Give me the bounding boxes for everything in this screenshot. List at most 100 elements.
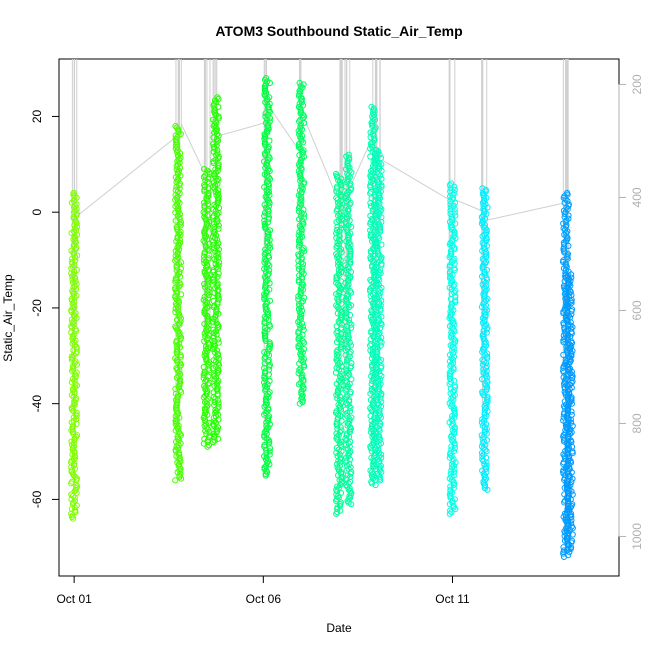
data-point <box>452 212 459 219</box>
data-point <box>206 419 213 426</box>
data-point <box>342 435 349 442</box>
data-point <box>261 256 268 263</box>
data-point <box>565 518 572 525</box>
data-point <box>176 321 183 328</box>
data-point <box>484 295 491 302</box>
data-point <box>377 342 384 349</box>
data-point <box>211 373 218 380</box>
data-point <box>173 195 180 202</box>
data-point <box>345 420 352 428</box>
data-point <box>176 239 184 247</box>
data-point <box>201 231 208 238</box>
data-point <box>337 334 344 341</box>
data-point <box>173 256 180 263</box>
data-point <box>214 352 221 359</box>
data-point <box>568 397 575 404</box>
data-point <box>345 496 352 503</box>
data-point <box>566 549 573 556</box>
data-point <box>262 337 269 344</box>
data-point <box>564 317 571 324</box>
data-point <box>344 497 351 505</box>
data-point <box>70 515 77 522</box>
data-point <box>295 318 302 325</box>
x-tick-label: Oct 11 <box>435 592 470 606</box>
data-point <box>177 353 184 360</box>
data-point <box>450 504 457 511</box>
data-point <box>481 344 488 351</box>
y-axis-label: Static_Air_Temp <box>1 274 15 362</box>
data-point <box>450 469 457 476</box>
data-point <box>348 324 355 331</box>
data-point <box>334 174 341 181</box>
data-point <box>263 179 271 186</box>
data-point <box>73 361 81 368</box>
x-axis-label: Date <box>326 621 352 635</box>
data-point <box>480 366 487 373</box>
data-point <box>174 459 181 466</box>
data-point <box>343 299 350 306</box>
data-point <box>299 246 306 253</box>
data-point <box>71 339 78 346</box>
data-point <box>263 195 270 202</box>
data-point <box>480 291 487 298</box>
data-point <box>481 411 488 418</box>
data-point <box>262 275 269 282</box>
data-point <box>266 421 273 428</box>
data-point <box>376 204 384 211</box>
y-tick-label: -20 <box>30 299 44 317</box>
data-point <box>451 408 458 415</box>
data-point <box>448 509 455 516</box>
data-point <box>346 316 353 323</box>
data-point <box>262 209 269 216</box>
data-point <box>178 475 185 482</box>
data-point <box>483 412 490 420</box>
data-point <box>348 302 355 309</box>
data-point <box>266 241 273 248</box>
data-point <box>561 249 568 256</box>
data-point <box>369 461 376 468</box>
data-point <box>346 275 353 282</box>
data-point <box>261 403 268 410</box>
data-point <box>173 163 180 170</box>
data-point <box>298 126 305 133</box>
data-point <box>213 139 220 146</box>
data-point <box>261 443 268 450</box>
data-point <box>377 395 384 402</box>
data-point <box>215 259 223 266</box>
data-point <box>332 369 340 376</box>
data-point <box>296 366 303 374</box>
data-point <box>296 322 303 329</box>
data-point <box>374 177 381 184</box>
data-point <box>73 420 80 427</box>
data-point <box>264 469 271 476</box>
data-point <box>568 478 575 485</box>
data-point <box>204 263 211 270</box>
data-point <box>265 208 272 215</box>
data-point <box>333 510 340 517</box>
data-point <box>337 214 344 221</box>
data-point <box>449 461 456 468</box>
data-point <box>70 472 77 479</box>
data-point <box>295 262 302 269</box>
y-axis: 20 0 -20 -40 -60 <box>30 109 60 508</box>
data-point <box>334 223 341 230</box>
connector-line <box>218 122 265 137</box>
data-point <box>212 260 219 268</box>
data-point <box>483 329 490 336</box>
data-point <box>448 310 455 317</box>
data-point <box>367 220 374 227</box>
data-point <box>265 126 272 133</box>
data-point <box>214 397 221 404</box>
data-point <box>370 300 377 308</box>
data-point <box>210 438 217 446</box>
data-point <box>446 351 454 359</box>
data-point <box>296 131 303 138</box>
data-point <box>562 196 569 203</box>
data-point <box>378 356 385 364</box>
data-point <box>176 474 183 481</box>
data-point <box>211 278 218 285</box>
data-point <box>172 427 179 434</box>
data-point <box>204 443 211 450</box>
data-point <box>346 449 353 456</box>
